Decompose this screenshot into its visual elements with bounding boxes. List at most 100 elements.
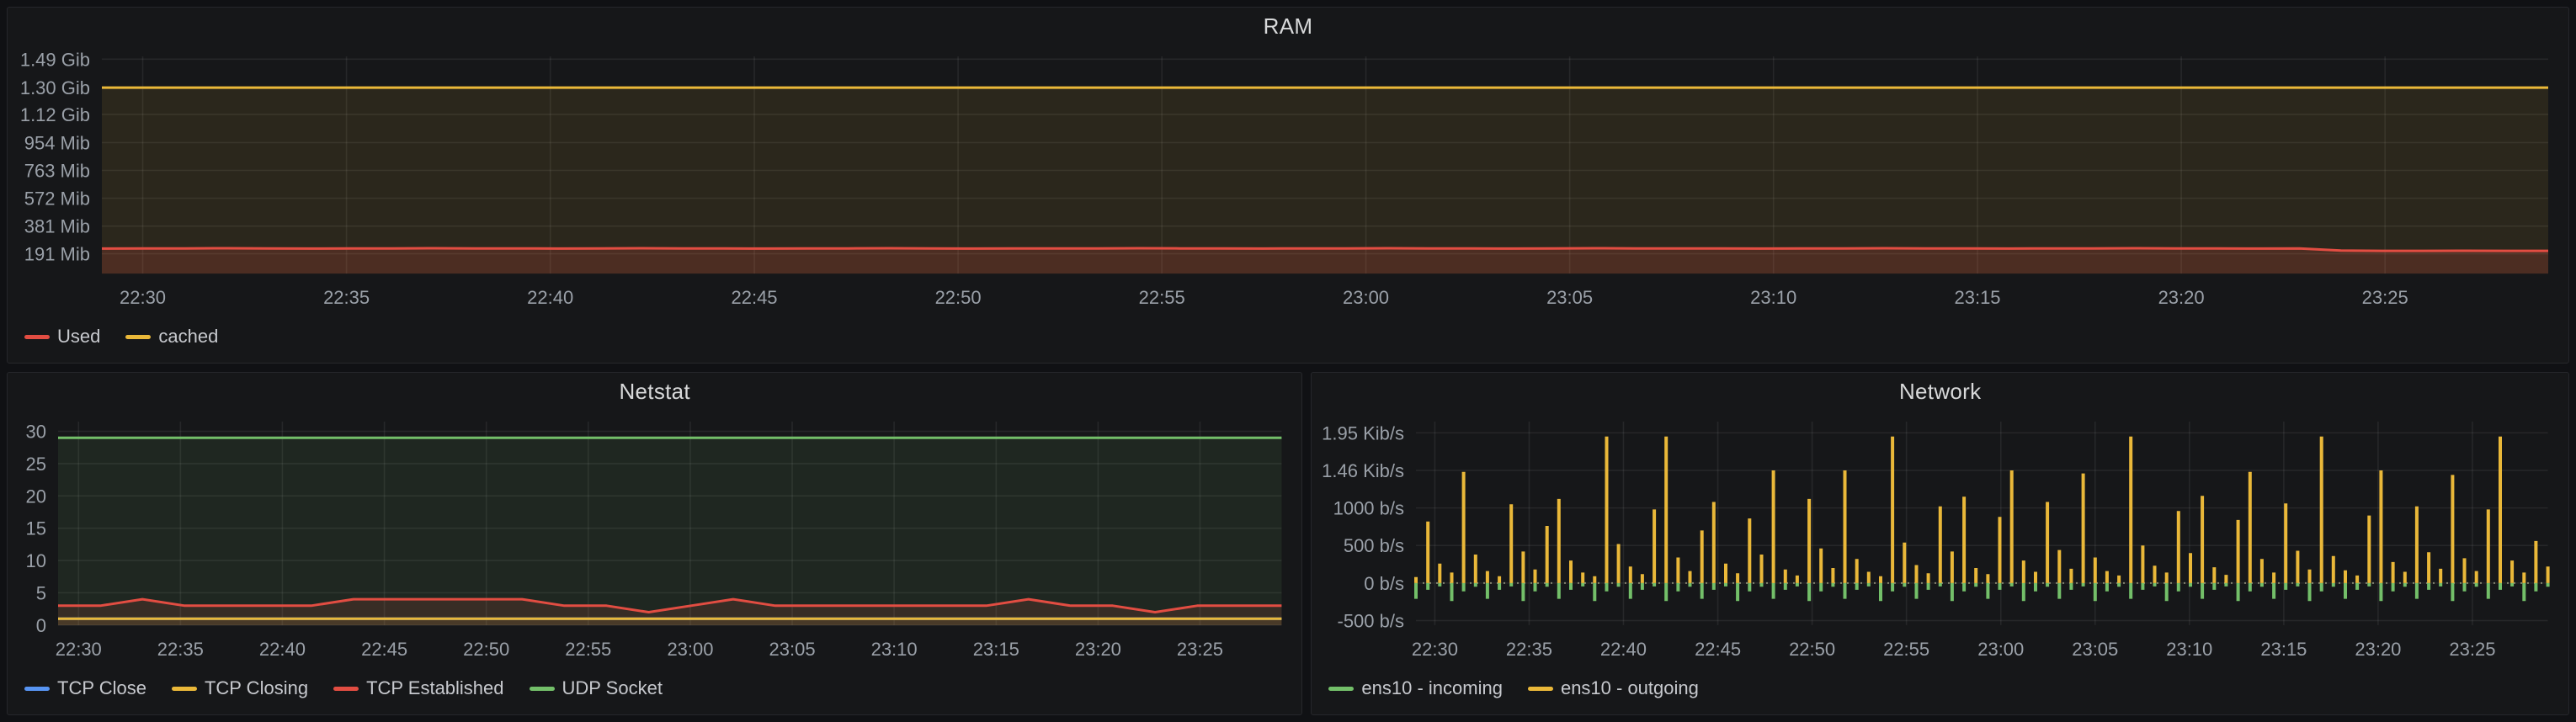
network-legend: ens10 - incoming ens10 - outgoing [1312, 669, 2568, 714]
svg-text:23:25: 23:25 [2362, 287, 2408, 308]
legend-item-ens10-incoming[interactable]: ens10 - incoming [1328, 677, 1503, 699]
svg-text:1.95 Kib/s: 1.95 Kib/s [1323, 423, 1405, 444]
panel-netstat: Netstat 0 5 10 15 20 25 30 22:30 22:35 22:40 22:45… [7, 372, 1303, 715]
legend-item-tcp-close[interactable]: TCP Close [24, 677, 146, 699]
svg-text:0 b/s: 0 b/s [1365, 573, 1405, 594]
svg-text:22:35: 22:35 [323, 287, 370, 308]
svg-text:23:00: 23:00 [1343, 287, 1389, 308]
legend-item-udp-socket[interactable]: UDP Socket [529, 677, 663, 699]
tcp-closing-series-swatch-icon [171, 686, 197, 691]
svg-text:22:40: 22:40 [527, 287, 573, 308]
svg-text:22:50: 22:50 [935, 287, 982, 308]
legend-label: ens10 - incoming [1361, 677, 1503, 698]
legend-label: TCP Established [366, 677, 504, 698]
svg-text:1.30 Gib: 1.30 Gib [20, 77, 90, 98]
legend-item-cached[interactable]: cached [125, 326, 218, 348]
netstat-chart[interactable]: 0 5 10 15 20 25 30 22:30 22:35 22:40 22:45 22:50 22:… [8, 410, 1301, 669]
svg-text:954 Mib: 954 Mib [24, 132, 90, 153]
ram-panel-header[interactable]: RAM [8, 8, 2568, 45]
svg-text:500 b/s: 500 b/s [1344, 535, 1404, 556]
svg-text:20: 20 [26, 486, 46, 507]
svg-text:23:20: 23:20 [2158, 287, 2205, 308]
svg-text:381 Mib: 381 Mib [24, 216, 90, 237]
svg-text:23:05: 23:05 [1546, 287, 1593, 308]
svg-text:23:10: 23:10 [871, 639, 918, 660]
svg-text:0: 0 [36, 615, 46, 636]
svg-text:22:45: 22:45 [1695, 639, 1741, 660]
svg-text:22:50: 22:50 [463, 639, 509, 660]
svg-text:-500 b/s: -500 b/s [1338, 611, 1405, 632]
svg-text:23:05: 23:05 [769, 639, 816, 660]
svg-text:5: 5 [36, 583, 46, 604]
svg-text:22:55: 22:55 [1139, 287, 1185, 308]
legend-item-ens10-outgoing[interactable]: ens10 - outgoing [1527, 677, 1699, 699]
svg-text:23:15: 23:15 [1954, 287, 2000, 308]
svg-text:23:20: 23:20 [1075, 639, 1121, 660]
legend-item-tcp-closing[interactable]: TCP Closing [171, 677, 309, 699]
netstat-chart-area: 0 5 10 15 20 25 30 22:30 22:35 22:40 22:45 22:50 22:… [8, 410, 1301, 669]
ram-chart[interactable]: 191 Mib 381 Mib 572 Mib 763 Mib 954 Mib 1.12 … [8, 45, 2568, 317]
svg-text:22:30: 22:30 [56, 639, 102, 660]
svg-text:23:10: 23:10 [1750, 287, 1796, 308]
outgoing-series-swatch-icon [1527, 686, 1553, 691]
svg-text:22:50: 22:50 [1789, 639, 1835, 660]
svg-text:22:35: 22:35 [1506, 639, 1552, 660]
legend-item-used[interactable]: Used [24, 326, 100, 348]
panel-network: Network -500 b/s 0 b/s 500 b/s 1000 b/s 1.46… [1311, 372, 2569, 715]
svg-text:23:00: 23:00 [667, 639, 713, 660]
svg-text:23:25: 23:25 [2450, 639, 2496, 660]
svg-text:22:45: 22:45 [731, 287, 777, 308]
svg-text:22:40: 22:40 [259, 639, 306, 660]
legend-label: cached [158, 326, 219, 348]
incoming-series-swatch-icon [1328, 686, 1355, 691]
used-series-swatch-icon [24, 334, 50, 339]
svg-text:23:00: 23:00 [1978, 639, 2025, 660]
legend-label: UDP Socket [562, 677, 663, 698]
svg-text:22:35: 22:35 [157, 639, 204, 660]
svg-text:22:40: 22:40 [1600, 639, 1647, 660]
ram-panel-title[interactable]: RAM [1263, 13, 1313, 39]
svg-text:30: 30 [26, 422, 46, 443]
legend-label: TCP Closing [204, 677, 309, 698]
tcp-close-series-swatch-icon [24, 686, 50, 691]
network-chart[interactable]: -500 b/s 0 b/s 500 b/s 1000 b/s 1.46 Kib/s 1.… [1312, 410, 2568, 669]
udp-socket-series-swatch-icon [529, 686, 555, 691]
netstat-panel-header[interactable]: Netstat [8, 373, 1301, 410]
svg-text:1.49 Gib: 1.49 Gib [20, 49, 90, 70]
svg-text:23:10: 23:10 [2167, 639, 2213, 660]
panel-ram: RAM 191 Mib 381 Mib 572 Mib 763 Mib 954 Mib 1… [7, 7, 2569, 364]
svg-text:1.46 Kib/s: 1.46 Kib/s [1323, 460, 1405, 481]
svg-text:23:20: 23:20 [2355, 639, 2402, 660]
svg-text:23:15: 23:15 [2261, 639, 2307, 660]
network-panel-title[interactable]: Network [1898, 378, 1982, 404]
svg-text:763 Mib: 763 Mib [24, 160, 90, 181]
svg-text:10: 10 [26, 550, 46, 571]
network-chart-area: -500 b/s 0 b/s 500 b/s 1000 b/s 1.46 Kib/s 1.… [1312, 410, 2568, 669]
svg-text:22:30: 22:30 [1412, 639, 1458, 660]
cached-series-swatch-icon [125, 334, 152, 339]
svg-text:15: 15 [26, 518, 46, 539]
ram-chart-area: 191 Mib 381 Mib 572 Mib 763 Mib 954 Mib 1.12 … [8, 45, 2568, 317]
svg-text:23:05: 23:05 [2073, 639, 2119, 660]
svg-text:1.12 Gib: 1.12 Gib [20, 104, 90, 125]
svg-text:22:30: 22:30 [120, 287, 166, 308]
svg-text:25: 25 [26, 454, 46, 475]
legend-label: ens10 - outgoing [1560, 677, 1699, 698]
svg-text:572 Mib: 572 Mib [24, 188, 90, 210]
legend-label: TCP Close [57, 677, 146, 698]
ram-legend: Used cached [8, 317, 2568, 363]
svg-text:22:55: 22:55 [1883, 639, 1929, 660]
tcp-established-series-swatch-icon [333, 686, 359, 691]
svg-text:23:25: 23:25 [1177, 639, 1223, 660]
svg-text:1000 b/s: 1000 b/s [1333, 498, 1404, 519]
network-panel-header[interactable]: Network [1312, 373, 2568, 410]
svg-text:191 Mib: 191 Mib [24, 244, 90, 265]
netstat-panel-title[interactable]: Netstat [619, 378, 690, 404]
netstat-legend: TCP Close TCP Closing TCP Established UD… [8, 669, 1301, 714]
svg-text:22:55: 22:55 [565, 639, 611, 660]
legend-label: Used [57, 326, 101, 348]
svg-text:22:45: 22:45 [361, 639, 407, 660]
legend-item-tcp-established[interactable]: TCP Established [333, 677, 504, 699]
svg-text:23:15: 23:15 [973, 639, 1019, 660]
